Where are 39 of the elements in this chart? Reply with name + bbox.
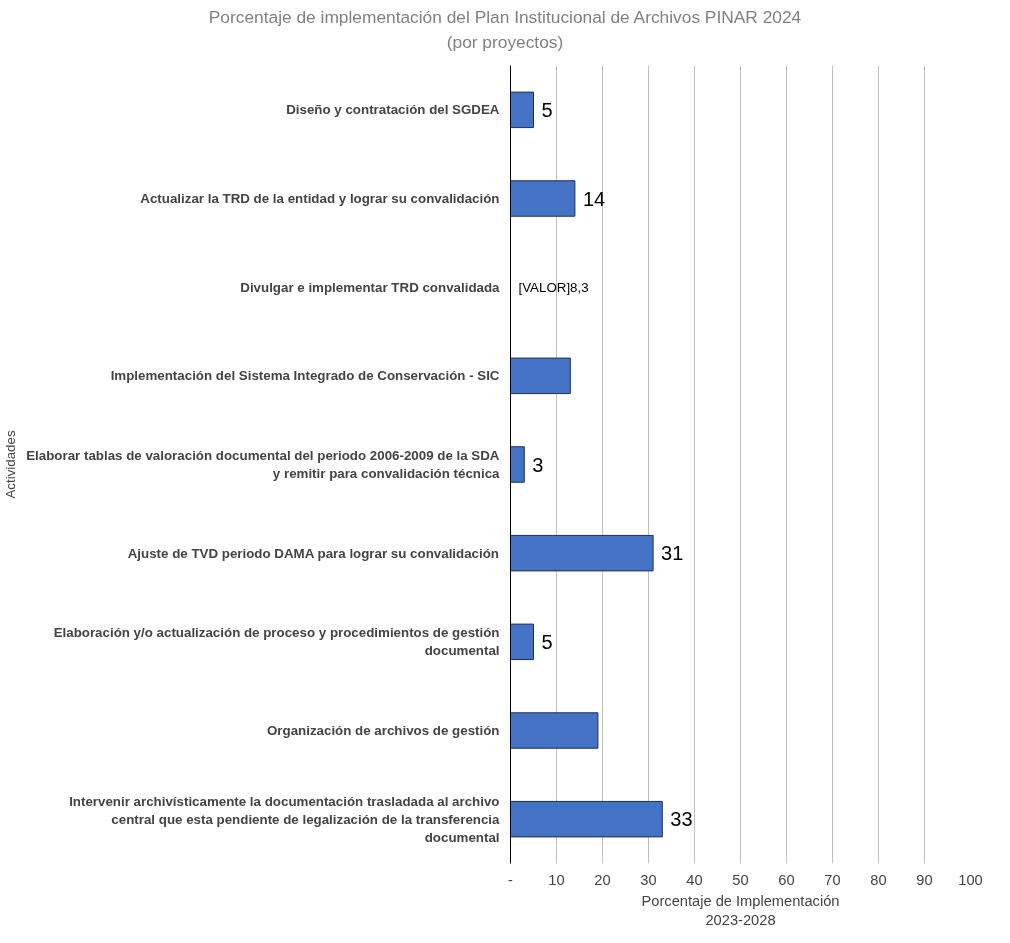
y-tick-label: Implementación del Sistema Integrado de Conservación - SIC (110, 367, 500, 383)
x-tick-label: 100 (958, 871, 983, 887)
x-tick-label: 40 (686, 871, 703, 887)
chart-subtitle: (por proyectos) (445, 30, 565, 54)
y-tick-label: Diseño y contratación del SGDEA (286, 101, 500, 117)
x-tick-label: 60 (778, 871, 795, 887)
bar (510, 91, 534, 128)
bar (510, 445, 525, 483)
data-label: 14 (582, 187, 606, 209)
y-tick-label: Intervenir archivísticamente la documentación trasladada al archivo central que esta pendiente de legalización de la transferencia documental (69, 793, 501, 845)
text: [VALOR]8,3 (518, 279, 589, 295)
bar (510, 800, 663, 837)
bar (510, 357, 571, 394)
y-tick-label: Elaboración y/o actualización de proceso y procedimientos de gestión documental (53, 624, 500, 658)
data-label: 5 (541, 630, 553, 653)
y-tick-label: Elaborar tablas de valoración documental del periodo 2006-2009 de la SDA y remitir para convalidación técnica (26, 447, 501, 481)
x-tick-label: 70 (824, 871, 841, 887)
y-tick-label: Actualizar la TRD de la entidad y lograr su convalidación (140, 190, 500, 206)
y-tick-label: Organización de archivos de gestión (266, 722, 500, 738)
x-tick-label: 90 (916, 871, 933, 887)
x-tick-label: 20 (594, 871, 611, 887)
x-tick-label: 80 (870, 871, 887, 887)
x-tick-label: 50 (732, 871, 749, 887)
bar (510, 711, 599, 749)
data-label: 5 (541, 98, 553, 121)
bar (510, 179, 576, 217)
x-tick-label: - (508, 871, 514, 887)
bar (510, 534, 654, 571)
data-label: 33 (670, 807, 693, 830)
x-tick-label: 10 (548, 871, 565, 887)
chart-title: Porcentaje de implementación del Plan Institucional de Archivos PINAR 2024 (208, 6, 802, 29)
y-axis-title: Actividades (3, 429, 19, 499)
data-label: 31 (661, 541, 684, 564)
x-axis-title: Porcentaje de Implementación 2023-2028 (641, 892, 840, 928)
bar (510, 623, 534, 660)
y-tick-label: Ajuste de TVD periodo DAMA para lograr su convalidación (127, 545, 500, 561)
y-tick-label: Divulgar e implementar TRD convalidada (240, 279, 501, 295)
data-label: 3 (532, 453, 544, 475)
x-tick-label: 30 (640, 871, 657, 887)
